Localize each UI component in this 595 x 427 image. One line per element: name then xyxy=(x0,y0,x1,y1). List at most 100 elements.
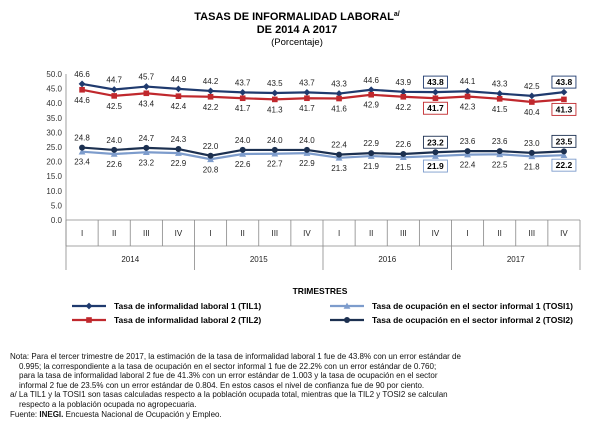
series-point xyxy=(110,150,118,157)
series-point xyxy=(432,88,439,96)
data-label: 41.7 xyxy=(427,103,444,113)
data-label: 24.0 xyxy=(106,136,122,145)
series-point xyxy=(239,150,247,157)
chart-subtitle: DE 2014 A 2017 xyxy=(257,24,338,36)
series-point xyxy=(432,95,439,102)
data-label: 44.9 xyxy=(171,75,187,84)
quarter-label: IV xyxy=(175,229,183,238)
quarter-label: II xyxy=(497,229,501,238)
data-label: 22.9 xyxy=(363,139,379,148)
y-tick-label: 50.0 xyxy=(46,70,62,79)
series-point xyxy=(239,88,247,96)
data-label: 41.3 xyxy=(556,104,573,114)
series-point xyxy=(496,90,504,97)
data-label: 41.7 xyxy=(235,104,251,113)
data-label: 43.5 xyxy=(267,79,283,88)
series-3: 23.4 22.6 23.2 22.9 20.8 22.6 22.7 22.9 21.3 21.9… xyxy=(74,148,577,174)
series-point xyxy=(367,86,375,94)
series-point xyxy=(272,96,278,103)
highlight-box xyxy=(551,75,577,89)
data-label: 41.3 xyxy=(267,105,283,114)
data-label: 46.6 xyxy=(74,70,90,79)
data-label: 43.4 xyxy=(139,99,155,108)
chart-notes: Nota: Para el tercer trimestre de 2017, … xyxy=(10,352,588,419)
quarter-label: I xyxy=(338,229,340,238)
data-label: 43.8 xyxy=(427,77,444,87)
legend-item: Tasa de informalidad laboral 1 (TIL1) xyxy=(72,301,261,311)
series-point xyxy=(560,148,567,155)
series-point xyxy=(239,95,246,102)
highlight-box xyxy=(551,102,577,116)
series-point xyxy=(336,95,342,102)
data-label: 21.8 xyxy=(524,162,540,171)
quarter-label: III xyxy=(143,229,150,238)
series-point xyxy=(239,146,246,153)
series-point xyxy=(335,90,343,97)
quarter-label: II xyxy=(369,229,373,238)
series-point xyxy=(399,88,407,96)
series-point xyxy=(336,151,343,158)
series-point xyxy=(175,85,182,93)
data-label: 42.2 xyxy=(396,103,412,112)
series-line xyxy=(81,146,564,157)
note-line-4: informal 2 fue de 23.5% con un error est… xyxy=(19,380,425,390)
data-label: 43.7 xyxy=(299,78,315,87)
legend-item: Tasa de ocupación en el sector informal … xyxy=(330,315,573,325)
data-label: 44.7 xyxy=(106,75,122,84)
y-tick-label: 40.0 xyxy=(46,99,62,108)
highlight-box xyxy=(551,158,577,172)
data-label: 24.0 xyxy=(299,136,315,145)
series-point xyxy=(400,93,407,100)
series-point xyxy=(432,152,439,159)
series-point xyxy=(78,80,86,88)
series-point xyxy=(142,148,150,156)
data-label: 40.4 xyxy=(524,108,540,117)
series-point xyxy=(143,90,150,97)
series-point xyxy=(207,87,214,95)
legend-label: Tasa de informalidad laboral 2 (TIL2) xyxy=(114,315,261,325)
quarter-label: II xyxy=(240,229,244,238)
series-point xyxy=(207,152,214,159)
series-point xyxy=(528,92,536,100)
quarter-label: I xyxy=(466,229,468,238)
data-label: 24.0 xyxy=(267,136,283,145)
y-tick-label: 30.0 xyxy=(46,128,62,137)
series-point xyxy=(110,86,118,93)
y-tick-label: 0.0 xyxy=(51,216,63,225)
data-label: 23.4 xyxy=(74,158,90,167)
legend-label: Tasa de ocupación en el sector informal … xyxy=(372,301,573,311)
y-tick-label: 10.0 xyxy=(46,187,62,196)
highlight-box xyxy=(422,101,448,115)
data-label: 22.9 xyxy=(299,159,315,168)
quarter-label: IV xyxy=(560,229,568,238)
series-point xyxy=(400,151,407,158)
data-label: 22.4 xyxy=(460,161,476,170)
data-label: 23.2 xyxy=(427,137,444,147)
series-point xyxy=(175,149,182,156)
data-label: 22.0 xyxy=(203,142,219,151)
series-point xyxy=(529,99,535,105)
highlight-box xyxy=(422,75,448,89)
year-label: 2016 xyxy=(378,255,396,264)
data-label: 43.9 xyxy=(396,78,412,87)
quarter-label: IV xyxy=(432,229,440,238)
footnote-a-line-2: respecto a la población ocupada no agrop… xyxy=(19,399,197,409)
quarter-label: I xyxy=(81,229,83,238)
series-point xyxy=(560,88,568,96)
series-point xyxy=(344,317,350,323)
y-tick-label: 20.0 xyxy=(46,158,62,167)
series-point xyxy=(175,146,182,153)
chart-unit-label: (Porcentaje) xyxy=(271,37,323,48)
quarter-label: III xyxy=(400,229,407,238)
series-point xyxy=(143,144,150,151)
series-2: 44.6 42.5 43.4 42.4 42.2 41.7 41.3 41.7 41.6 42.9… xyxy=(74,86,577,117)
y-tick-label: 15.0 xyxy=(46,172,62,181)
quarter-label: III xyxy=(271,229,278,238)
data-label: 43.3 xyxy=(331,80,347,89)
data-label: 24.0 xyxy=(235,136,251,145)
data-label: 22.6 xyxy=(106,160,122,169)
highlight-box xyxy=(551,134,577,148)
series-point xyxy=(271,146,278,153)
y-tick-label: 35.0 xyxy=(46,114,62,123)
legend-item: Tasa de ocupación en el sector informal … xyxy=(330,301,573,311)
